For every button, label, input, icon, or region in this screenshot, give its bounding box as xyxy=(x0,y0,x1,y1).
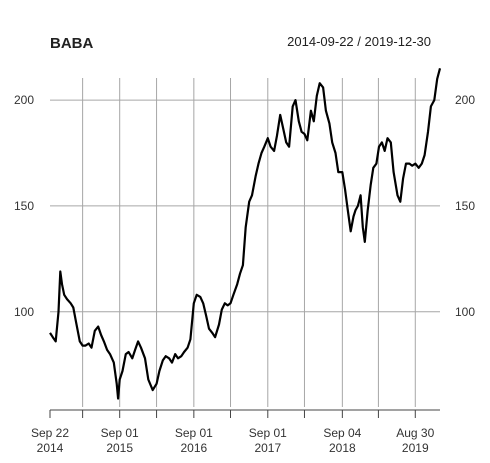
y-axis-left-labels: 100 150 200 xyxy=(14,93,34,319)
x-tick-label-year: 2017 xyxy=(254,441,281,455)
x-tick-label-year: 2018 xyxy=(329,441,356,455)
price-line xyxy=(49,68,442,400)
chart-title: BABA xyxy=(50,35,93,52)
x-tick-label: Sep 01 xyxy=(249,426,287,440)
x-tick-label: Aug 30 xyxy=(396,426,434,440)
horizontal-grid xyxy=(50,99,440,313)
y-tick-label-right: 150 xyxy=(455,199,475,213)
series-group xyxy=(49,68,442,400)
vertical-grid xyxy=(82,78,416,407)
x-tick-label: Sep 04 xyxy=(323,426,361,440)
y-tick-label-right: 100 xyxy=(455,305,475,319)
x-tick-label: Sep 01 xyxy=(175,426,213,440)
x-tick-label-year: 2019 xyxy=(402,441,429,455)
date-range-label: 2014-09-22 / 2019-12-30 xyxy=(287,34,431,49)
y-tick-label-left: 100 xyxy=(14,305,34,319)
x-tick-label-year: 2015 xyxy=(106,441,133,455)
y-tick-label-right: 200 xyxy=(455,93,475,107)
x-tick-label-year: 2014 xyxy=(37,441,64,455)
y-tick-label-left: 200 xyxy=(14,93,34,107)
x-tick-label: Sep 01 xyxy=(101,426,139,440)
x-tick-label-year: 2016 xyxy=(180,441,207,455)
x-tick-label: Sep 22 xyxy=(31,426,69,440)
y-tick-label-left: 150 xyxy=(14,199,34,213)
y-axis-right-labels: 100 150 200 xyxy=(455,93,475,319)
